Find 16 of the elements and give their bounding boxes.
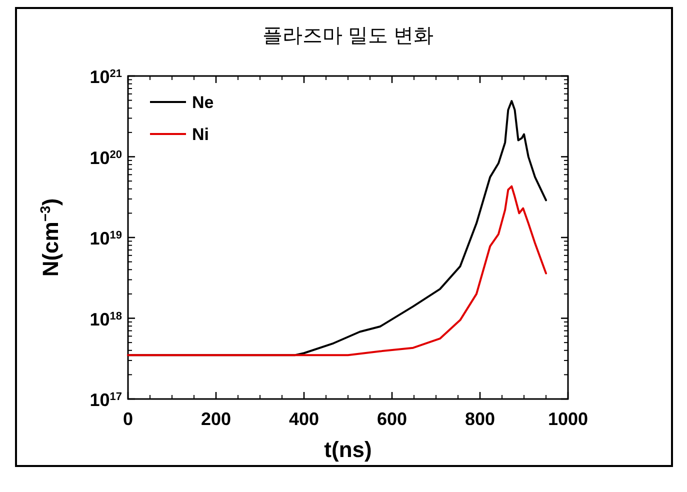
x-tick-label: 200 [200, 409, 232, 429]
legend-label: Ne [192, 93, 214, 112]
chart-title: 플라즈마 밀도 변화 [262, 25, 434, 47]
y-tick-label: 10$^{19}$ [90, 228, 122, 248]
y-tick-label: 10$^{18}$ [90, 309, 122, 330]
y-tick-label: 10$^{20}$ [90, 148, 122, 168]
x-tick-label: 400 [288, 409, 320, 429]
x-tick-label: 800 [464, 409, 496, 429]
y-tick-label: 10$^{17}$ [90, 390, 122, 410]
line-series [127, 185, 547, 356]
legend-label: Ni [192, 125, 209, 144]
x-tick-label: 600 [376, 409, 408, 429]
x-axis-title: t(ns) [324, 437, 372, 462]
x-tick-label: 0 [122, 409, 134, 429]
y-tick-label: 10$^{21}$ [90, 67, 122, 87]
x-tick-label: 1000 [548, 409, 588, 429]
